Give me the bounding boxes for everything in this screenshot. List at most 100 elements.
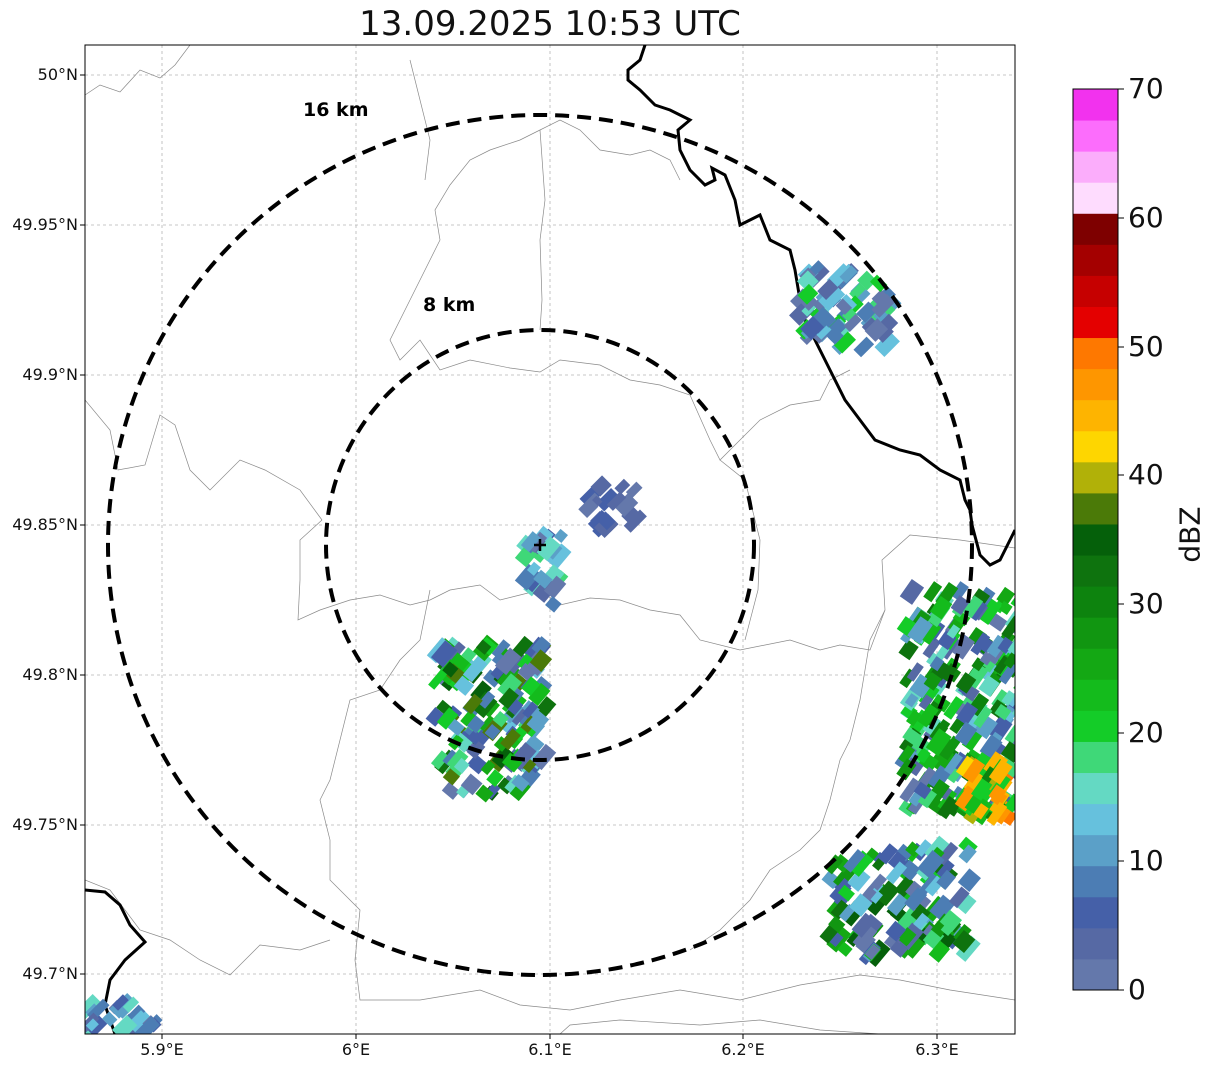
echo-pixel	[929, 595, 953, 620]
echo-pixel	[849, 893, 873, 917]
echo-pixel	[531, 743, 557, 771]
colorbar-label: dBZ	[1173, 506, 1207, 563]
echo-pixel	[475, 639, 492, 655]
echo-pixel	[981, 766, 998, 783]
lon-tick-label: 6.1°E	[528, 1040, 572, 1059]
echo-pixel	[877, 843, 899, 865]
colorbar-tick-label: 50	[1128, 330, 1164, 363]
echo-pixel	[501, 752, 523, 773]
echo-pixel	[946, 624, 961, 639]
echo-pixel	[517, 653, 533, 670]
echo-pixel	[797, 283, 819, 305]
echo-pixel	[460, 773, 483, 796]
echo-pixel	[864, 318, 889, 342]
echo-pixel	[1013, 670, 1015, 694]
echo-pixel	[940, 921, 955, 936]
echo-pixel	[526, 561, 541, 576]
echo-pixel	[514, 747, 531, 764]
echo-pixel	[994, 703, 1012, 721]
echo-pixel	[956, 701, 979, 726]
echo-pixel	[480, 759, 496, 776]
echo-pixel	[853, 336, 875, 358]
echo-pixel	[484, 723, 501, 741]
echo-pixel	[595, 488, 620, 512]
echo-pixel	[869, 274, 888, 293]
echo-pixel	[625, 481, 643, 499]
colorbar-segment	[1073, 803, 1118, 836]
lon-tick-label: 6.3°E	[915, 1040, 959, 1059]
lat-tick-label: 49.95°N	[12, 215, 78, 234]
echo-pixel	[1010, 584, 1015, 612]
echo-pixel	[112, 994, 129, 1011]
echo-pixel	[827, 328, 844, 345]
echo-pixel	[533, 569, 553, 589]
colorbar-segment	[1073, 151, 1118, 183]
echo-pixel	[847, 850, 874, 877]
echo-pixel	[521, 676, 541, 696]
precipitation-echoes	[85, 260, 1015, 1034]
echo-pixel	[936, 869, 956, 890]
echo-pixel	[614, 478, 631, 495]
echo-pixel	[894, 875, 916, 898]
echo-pixel	[818, 284, 846, 312]
colorbar-segment	[1073, 461, 1118, 494]
echo-pixel	[899, 777, 921, 803]
echo-pixel	[876, 325, 894, 343]
echo-pixel	[941, 663, 959, 683]
colorbar-segment	[1073, 555, 1118, 587]
echo-pixel	[796, 270, 819, 293]
echo-pixel	[467, 729, 483, 745]
echo-pixel	[466, 715, 485, 734]
echo-pixel	[899, 931, 915, 947]
echo-pixel	[990, 789, 1008, 807]
echo-pixel	[441, 781, 461, 800]
colorbar-segment	[1073, 834, 1118, 867]
echo-pixel	[526, 710, 550, 734]
echo-pixel	[996, 586, 1015, 607]
echo-pixel	[85, 1018, 99, 1032]
echo-pixel	[606, 491, 627, 511]
echo-pixel	[899, 859, 920, 881]
echo-pixel	[531, 636, 551, 657]
colorbar-frame	[1072, 88, 1119, 991]
echo-pixel	[448, 652, 470, 674]
echo-pixel	[494, 647, 522, 676]
echo-pixel	[102, 1011, 118, 1027]
echo-pixel	[478, 690, 496, 709]
colorbar-tick-label: 40	[1128, 458, 1164, 491]
echo-pixel	[841, 307, 859, 324]
colorbar-segment	[1073, 306, 1118, 339]
echo-pixel	[979, 734, 1003, 760]
echo-pixel	[971, 777, 993, 801]
echo-pixel	[446, 748, 469, 772]
echo-pixel	[929, 894, 955, 922]
echo-pixel	[824, 854, 844, 875]
echo-pixel	[962, 758, 986, 784]
colorbar-segment	[1073, 865, 1118, 898]
colorbar-segment	[1073, 523, 1118, 556]
lat-tick-label: 49.85°N	[12, 515, 78, 534]
echo-pixel	[857, 270, 877, 291]
echo-pixel	[425, 707, 446, 727]
echo-pixel	[546, 543, 572, 570]
colorbar-segment	[1073, 430, 1118, 463]
colorbar-segment	[1073, 492, 1118, 525]
echo-pixel	[460, 710, 476, 727]
echo-pixel	[915, 839, 932, 857]
echo-pixel	[828, 915, 846, 933]
echo-pixel	[905, 841, 922, 858]
echo-pixel	[922, 637, 941, 659]
colorbar	[1073, 89, 1118, 991]
echo-pixel	[817, 278, 839, 301]
echo-pixel	[988, 758, 1013, 785]
echo-pixel	[430, 750, 450, 770]
range-ring-label-16km: 16 km	[303, 99, 369, 121]
echo-pixel	[522, 701, 539, 719]
echo-pixel	[910, 903, 931, 924]
echo-pixel	[952, 930, 976, 954]
echo-pixel	[928, 940, 951, 963]
echo-pixel	[839, 265, 858, 284]
echo-pixel	[447, 718, 465, 736]
echo-pixel	[913, 781, 932, 800]
lat-tick-label: 49.7°N	[22, 964, 78, 983]
